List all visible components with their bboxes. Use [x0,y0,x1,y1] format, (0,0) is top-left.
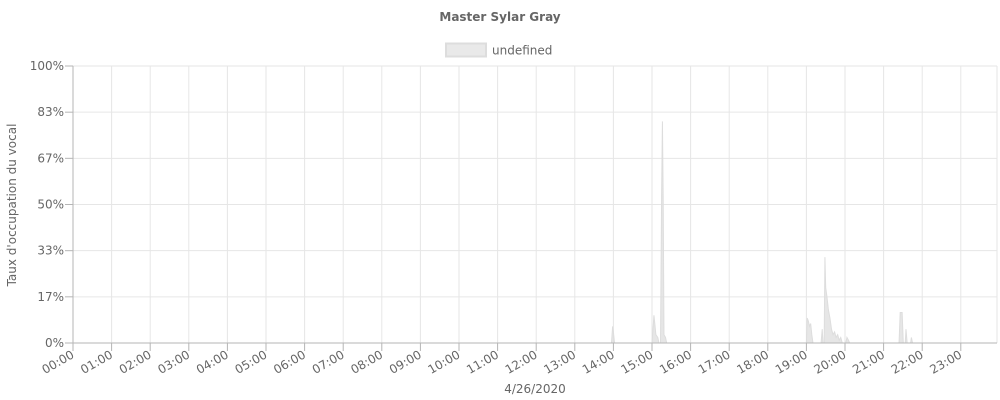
x-tick-label: 05:00 [233,347,270,376]
x-tick-label: 16:00 [657,347,694,376]
y-axis-ticks: 100% 83% 67% 50% 33% 17% 0% [30,59,73,350]
x-tick-label: 18:00 [734,347,771,376]
x-tick-label: 06:00 [271,347,308,376]
x-tick-label: 20:00 [812,347,849,376]
x-tick-label: 22:00 [889,347,926,376]
y-tick-label: 0% [45,336,64,350]
x-tick-label: 02:00 [117,347,154,376]
x-tick-label: 03:00 [155,347,192,376]
y-tick-label: 67% [37,151,64,165]
y-axis-title: Taux d'occupation du vocal [5,124,19,288]
legend-swatch [445,42,487,58]
chart-title: Master Sylar Gray [439,10,560,24]
plot-area [610,121,914,344]
x-tick-label: 04:00 [194,347,231,376]
x-tick-label: 08:00 [348,347,385,376]
x-tick-label: 23:00 [927,347,964,376]
y-tick-label: 100% [30,59,64,73]
x-tick-label: 07:00 [310,347,347,376]
x-tick-label: 21:00 [850,347,887,376]
x-tick-label: 14:00 [580,347,617,376]
x-axis-ticks: 00:00 01:00 02:00 03:00 04:00 05:00 06:00 07:00… [40,343,964,377]
x-tick-label: 00:00 [40,347,77,376]
x-tick-label: 12:00 [503,347,540,376]
y-tick-label: 17% [37,290,64,304]
y-tick-label: 33% [37,244,64,258]
legend[interactable]: undefined [445,42,552,58]
x-tick-label: 19:00 [773,347,810,376]
x-tick-label: 17:00 [696,347,733,376]
series-area [610,121,914,344]
x-tick-label: 01:00 [78,347,115,376]
x-tick-label: 15:00 [619,347,656,376]
y-tick-label: 83% [37,105,64,119]
legend-label: undefined [492,44,552,58]
x-tick-label: 10:00 [426,347,463,376]
x-axis-title: 4/26/2020 [504,382,566,396]
y-tick-label: 50% [37,198,64,212]
x-tick-label: 13:00 [541,347,578,376]
x-tick-label: 11:00 [464,347,501,376]
x-tick-label: 09:00 [387,347,424,376]
grid [73,65,998,343]
